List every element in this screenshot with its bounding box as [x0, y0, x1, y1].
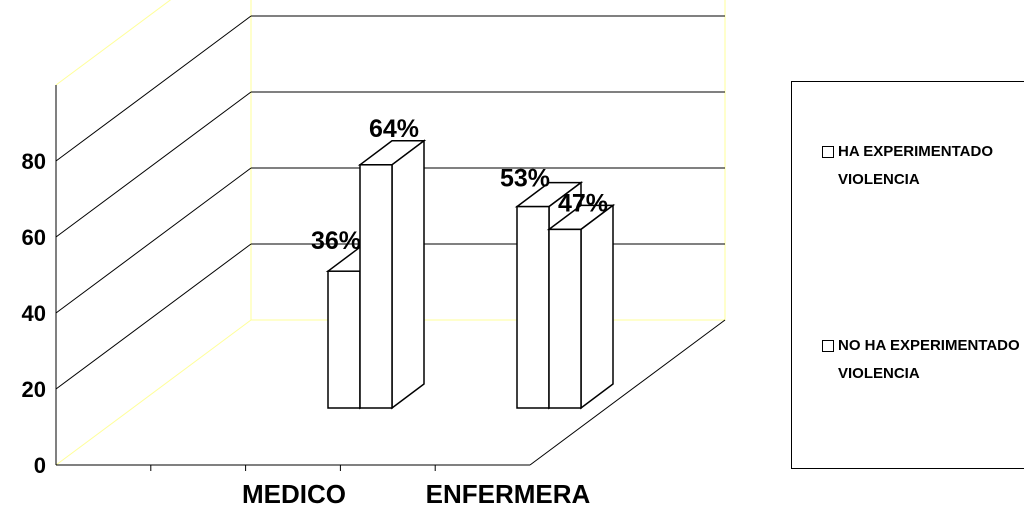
x-axis-categories: MEDICO ENFERMERA — [242, 479, 591, 506]
bar-side-face — [391, 139, 425, 410]
legend-item-1: HA EXPERIMENTADO VIOLENCIA — [822, 138, 1024, 194]
floor-right-edge — [529, 319, 726, 466]
chart-bars — [325, 139, 616, 410]
bar-front-face — [327, 270, 361, 409]
bar-enfermera-series-2 — [546, 203, 616, 410]
legend-item-2: NO HA EXPERIMENTADO VIOLENCIA — [822, 332, 1024, 388]
y-axis-ticks: 0 20 40 60 80 — [22, 149, 46, 478]
bar-front-face — [359, 164, 393, 409]
gridline-side-20 — [55, 243, 252, 390]
left-wall-bottom-edge — [55, 319, 252, 466]
bar-front-face — [548, 228, 582, 409]
bar-side-face — [580, 203, 614, 410]
y-tick-label: 40 — [22, 301, 46, 326]
legend-swatch-1 — [822, 146, 834, 158]
gridline-side-80 — [55, 15, 252, 162]
chart-floor — [55, 85, 726, 471]
legend-label-1: HA EXPERIMENTADO VIOLENCIA — [838, 143, 994, 188]
data-label: 36% — [311, 227, 361, 255]
legend-swatch-2 — [822, 340, 834, 352]
y-tick-label: 60 — [22, 225, 46, 250]
chart-plot: 0 20 40 60 80 MEDICO ENFERMERA 36% 64% 53% 47% — [22, 0, 726, 506]
back-wall — [250, 0, 726, 321]
y-tick-label: 80 — [22, 149, 46, 174]
chart-legend: HA EXPERIMENTADO VIOLENCIA NO HA EXPERIM… — [791, 81, 1024, 469]
chart-walls — [55, 0, 726, 466]
data-label: 53% — [500, 165, 550, 193]
x-category-label: MEDICO — [242, 479, 346, 506]
y-tick-label: 20 — [22, 377, 46, 402]
data-label: 64% — [369, 115, 419, 143]
y-tick-label: 0 — [34, 453, 46, 478]
data-labels: 36% 64% 53% 47% — [311, 115, 608, 255]
chart-gridlines — [55, 15, 725, 390]
bar-medico-series-2 — [357, 139, 427, 410]
legend-label-2: NO HA EXPERIMENTADO VIOLENCIA — [838, 337, 1020, 382]
x-category-label: ENFERMERA — [426, 479, 591, 506]
gridline-side-40 — [55, 167, 252, 314]
data-label: 47% — [558, 189, 608, 217]
gridline-side-60 — [55, 91, 252, 238]
left-wall-top-edge — [55, 0, 172, 86]
bar-front-face — [516, 205, 550, 409]
